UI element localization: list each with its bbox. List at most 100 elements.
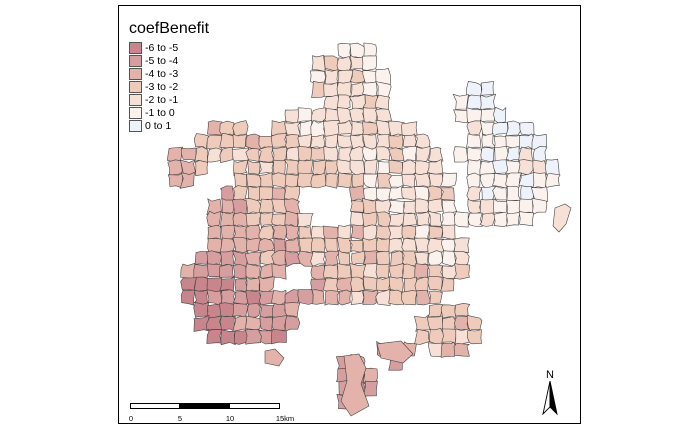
region-polygon — [207, 238, 223, 254]
region-polygon — [545, 158, 560, 176]
region-polygon — [259, 263, 274, 280]
north-arrow: N — [542, 370, 558, 420]
scale-label: 0 — [128, 414, 134, 423]
region-polygon — [259, 316, 273, 331]
region-polygon — [258, 225, 274, 241]
region-polygon — [388, 199, 405, 215]
region-polygon — [207, 224, 222, 241]
region-polygon — [480, 185, 496, 202]
region-polygon — [403, 133, 417, 149]
region-polygon — [167, 159, 183, 176]
region-polygon — [271, 224, 288, 241]
region-polygon — [480, 93, 497, 112]
region-polygon — [453, 146, 469, 163]
scale-bar-graphic — [130, 403, 280, 409]
region-polygon — [297, 134, 313, 150]
scale-label: 15km — [275, 414, 295, 423]
region-polygon — [284, 289, 300, 305]
region-polygon — [505, 120, 522, 137]
region-polygon — [479, 212, 496, 227]
region-polygon — [375, 288, 391, 306]
region-polygon — [429, 328, 444, 345]
region-polygon — [299, 119, 313, 137]
region-polygon — [362, 121, 379, 137]
legend-label: -6 to -5 — [145, 41, 179, 54]
region-polygon — [492, 186, 508, 201]
region-polygon — [376, 211, 392, 228]
legend-title: coefBenefit — [129, 20, 210, 37]
region-polygon — [493, 106, 507, 124]
region-polygon — [180, 277, 197, 292]
region-polygon — [401, 185, 417, 202]
region-polygon — [387, 223, 404, 241]
region-polygon — [362, 224, 378, 241]
region-polygon — [349, 146, 364, 163]
region-polygon — [336, 236, 353, 254]
scale-label: 5 — [177, 414, 183, 423]
region-polygon — [441, 199, 457, 215]
region-polygon — [375, 198, 393, 215]
region-polygon — [552, 203, 572, 233]
region-polygon — [271, 263, 287, 280]
region-polygons — [166, 42, 572, 417]
region-polygon — [247, 159, 261, 175]
region-polygon — [270, 120, 287, 136]
region-polygon — [297, 288, 314, 305]
region-polygon — [467, 212, 483, 227]
region-polygon — [401, 290, 418, 306]
region-polygon — [362, 81, 378, 97]
region-polygon — [323, 225, 340, 240]
region-polygon — [362, 380, 378, 397]
region-polygon — [349, 262, 366, 279]
region-polygon — [233, 172, 248, 189]
region-polygon — [258, 172, 274, 188]
region-polygon — [363, 173, 379, 189]
region-polygon — [193, 264, 209, 281]
region-polygon — [427, 276, 443, 291]
north-label: N — [546, 369, 554, 381]
region-polygon — [376, 160, 392, 175]
region-polygon — [284, 173, 301, 188]
region-polygon — [232, 264, 248, 279]
region-polygon — [363, 159, 378, 177]
region-polygon — [244, 329, 262, 345]
region-polygon — [232, 185, 248, 202]
region-polygon — [480, 108, 496, 123]
region-polygon — [388, 134, 404, 149]
region-polygon — [414, 160, 431, 176]
region-polygon — [375, 263, 390, 280]
region-polygon — [270, 133, 288, 148]
region-polygon — [439, 187, 455, 202]
region-polygon — [480, 81, 494, 96]
region-polygon — [181, 289, 196, 306]
region-polygon — [284, 302, 301, 318]
region-polygon — [349, 107, 366, 123]
region-polygon — [441, 224, 456, 240]
region-polygon — [231, 147, 250, 162]
region-polygon — [232, 315, 249, 332]
legend-label: -5 to -4 — [145, 54, 179, 67]
region-polygon — [416, 289, 431, 306]
region-polygon — [453, 109, 469, 124]
region-polygon — [427, 264, 445, 278]
region-polygon — [324, 160, 340, 176]
region-polygon — [480, 147, 495, 163]
region-polygon — [362, 289, 379, 305]
region-polygon — [466, 329, 482, 345]
legend-item: -5 to -4 — [129, 54, 209, 67]
region-polygon — [310, 264, 326, 280]
region-polygon — [414, 328, 431, 345]
region-polygon — [311, 55, 326, 72]
region-polygon — [545, 173, 561, 188]
region-polygon — [325, 173, 340, 189]
region-polygon — [415, 146, 431, 162]
region-polygon — [194, 251, 210, 265]
region-polygon — [337, 172, 353, 188]
region-polygon — [493, 211, 508, 227]
region-polygon — [440, 172, 457, 188]
region-polygon — [403, 276, 417, 293]
region-polygon — [340, 353, 370, 417]
legend-item: -3 to -2 — [129, 80, 209, 93]
region-polygon — [453, 343, 470, 357]
region-polygon — [466, 186, 483, 202]
